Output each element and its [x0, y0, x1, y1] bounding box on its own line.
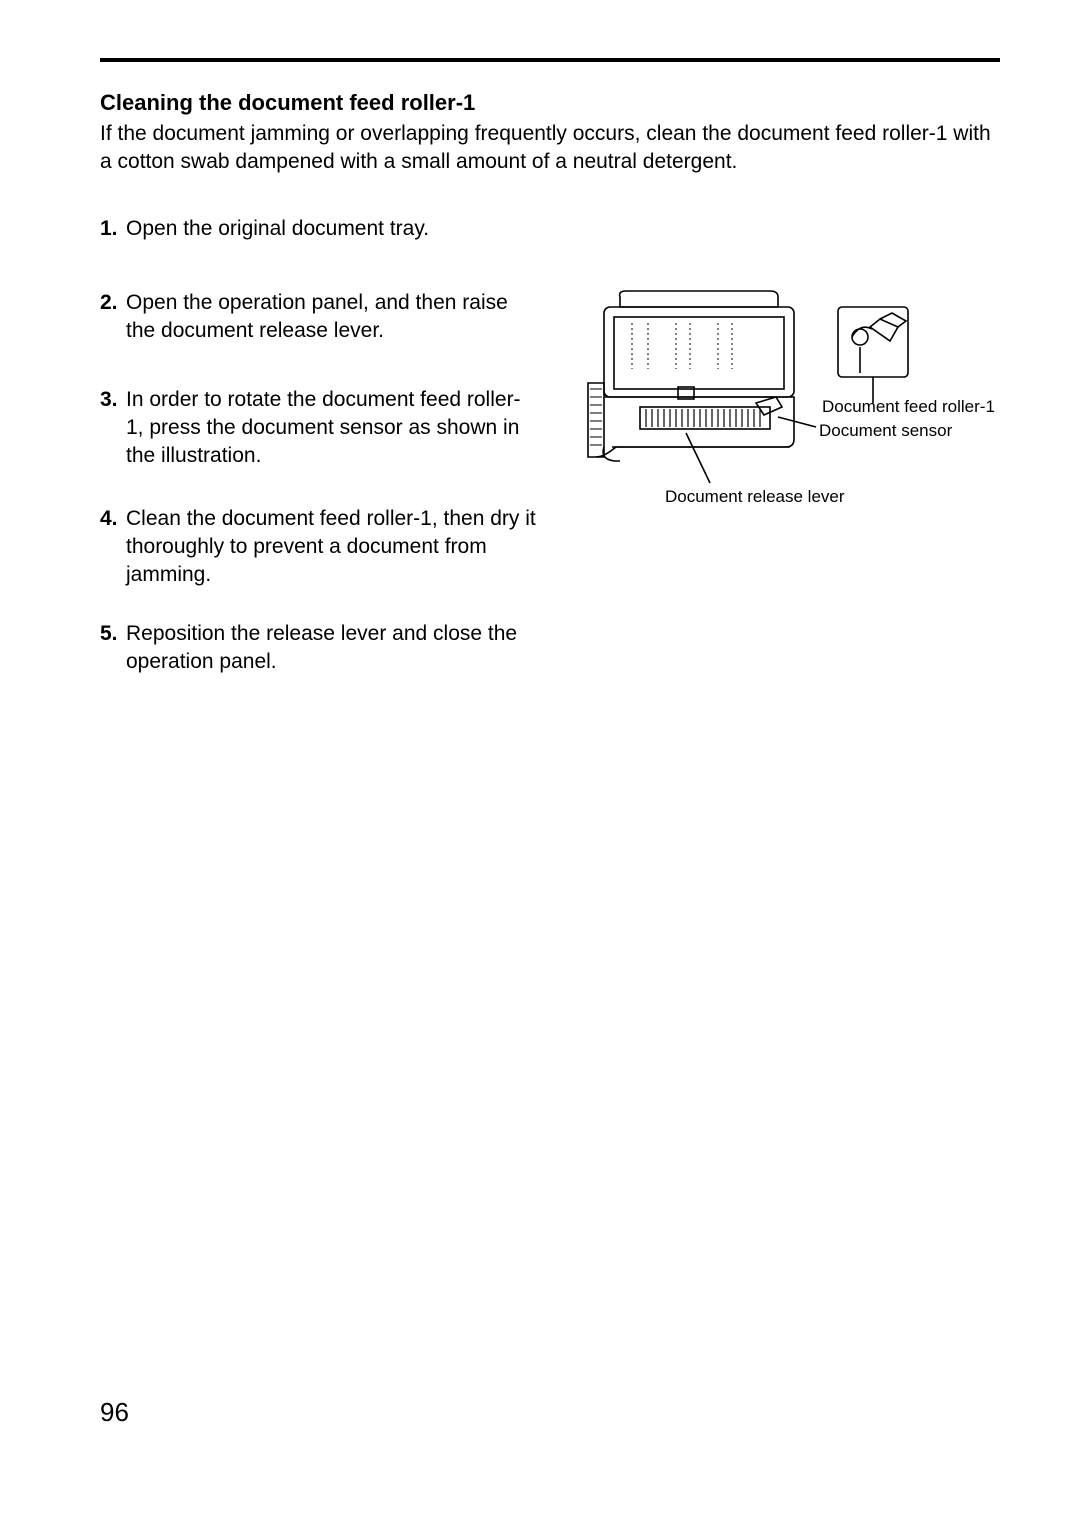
section-title: Cleaning the document feed roller-1: [100, 90, 1000, 116]
step-item: 3. In order to rotate the document feed …: [100, 386, 536, 471]
page-number: 96: [100, 1397, 129, 1428]
steps-list: 1. Open the original document tray. 2. O…: [100, 215, 536, 677]
step-text: Open the operation panel, and then raise…: [126, 289, 536, 346]
step-number: 5.: [100, 620, 126, 677]
step-text: Open the original document tray.: [126, 215, 536, 243]
step-item: 5. Reposition the release lever and clos…: [100, 620, 536, 677]
step-item: 4. Clean the document feed roller-1, the…: [100, 505, 536, 590]
figure-label-sensor: Document sensor: [819, 421, 952, 441]
step-text: In order to rotate the document feed rol…: [126, 386, 536, 471]
step-item: 2. Open the operation panel, and then ra…: [100, 289, 536, 346]
section-intro: If the document jamming or overlapping f…: [100, 120, 1000, 177]
step-text: Reposition the release lever and close t…: [126, 620, 536, 677]
top-rule: [100, 58, 1000, 62]
step-item: 1. Open the original document tray.: [100, 215, 536, 243]
figure-label-lever: Document release lever: [665, 487, 845, 507]
illustration: Document feed roller-1 Document sensor D…: [560, 287, 1000, 507]
step-text: Clean the document feed roller-1, then d…: [126, 505, 536, 590]
step-number: 2.: [100, 289, 126, 346]
figure-label-roller: Document feed roller-1: [822, 397, 995, 417]
step-number: 4.: [100, 505, 126, 590]
step-number: 3.: [100, 386, 126, 471]
step-number: 1.: [100, 215, 126, 243]
